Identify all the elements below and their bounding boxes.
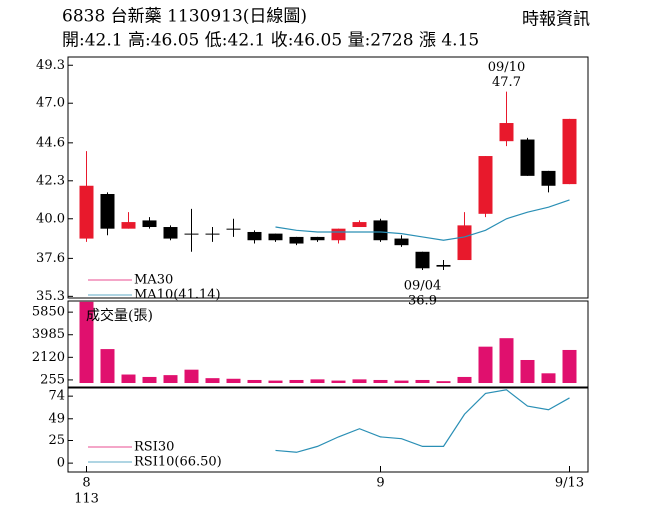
candle-body [331,228,346,241]
panel [67,56,589,299]
year-label: 113 [74,492,99,507]
candle-body [226,228,241,230]
bar [163,375,178,384]
y-tick-label: 3985 [32,327,65,342]
bar [247,379,262,384]
bar [205,378,220,384]
x-tick-label: 9/13 [555,476,584,491]
candle-body [352,222,367,228]
summary: 開:42.1 高:46.05 低:42.1 收:46.05 量:2728 漲 4… [62,31,479,51]
bar [184,369,199,384]
candle-body [562,118,577,185]
bar [394,380,409,384]
bar [457,376,472,384]
bar [100,349,115,384]
legend-label: RSI30 [134,440,174,455]
bar [499,338,514,384]
bar [331,380,346,384]
candle-body [121,222,136,229]
y-tick-label: 25 [48,433,65,448]
legend-label: MA30 [134,273,173,288]
bar [142,376,157,384]
candle-body [205,233,220,235]
y-tick-label: 40.0 [36,211,65,226]
candle-body [520,139,535,176]
y-tick-label: 0 [57,456,65,471]
candle-body [415,251,430,269]
y-tick-label: 49.3 [36,58,65,73]
bar [541,373,556,384]
bar [415,379,430,384]
candle-body [100,194,115,229]
candle-body [478,156,493,214]
bar [520,359,535,384]
y-tick-label: 35.3 [36,289,65,304]
y-tick-label: 42.3 [36,173,65,188]
candle-body [289,236,304,244]
line [275,199,570,241]
y-tick-label: 47.0 [36,96,65,111]
panel [67,300,589,388]
line [275,389,570,453]
candle-body [79,185,94,239]
legend-label: MA10(41.14) [134,288,221,303]
bar [121,374,136,384]
candle-body [541,170,556,186]
candle-body [499,123,514,142]
bar [478,346,493,384]
chart-title: 6838 台新藥 1130913(日線圖) [62,7,307,27]
bar [268,380,283,384]
bar [79,301,94,384]
candle-body [457,225,472,261]
source: 時報資訊 [522,10,590,30]
y-tick-label: 2120 [32,350,65,365]
bar [373,379,388,384]
candle-body [142,220,157,228]
x-tick-label: 9 [376,476,384,491]
candle-body [436,264,451,267]
candle-body [268,233,283,241]
panel [67,387,589,473]
y-tick-label: 44.6 [36,135,65,150]
annotation-date: 09/10 [488,60,525,75]
annotation-price: 47.7 [492,75,521,90]
candle-body [373,220,388,241]
annotation-date: 09/04 [404,278,441,293]
y-tick-label: 37.6 [36,251,65,266]
y-tick-label: 49 [48,411,65,426]
candle-body [247,231,262,241]
x-tick-label: 8 [82,476,90,491]
y-tick-label: 255 [40,372,65,387]
candle-body [310,236,325,241]
candle-body [394,238,409,246]
candle-body [184,233,199,235]
bar [436,381,451,384]
bar [310,379,325,384]
candle-body [163,227,178,239]
bar [352,379,367,384]
panel-title: 成交量(張) [86,307,153,324]
y-tick-label: 5850 [32,305,65,320]
bar [562,349,577,384]
y-tick-label: 74 [48,389,65,404]
bar [289,379,304,384]
legend-label: RSI10(66.50) [134,455,222,470]
bar [226,378,241,384]
